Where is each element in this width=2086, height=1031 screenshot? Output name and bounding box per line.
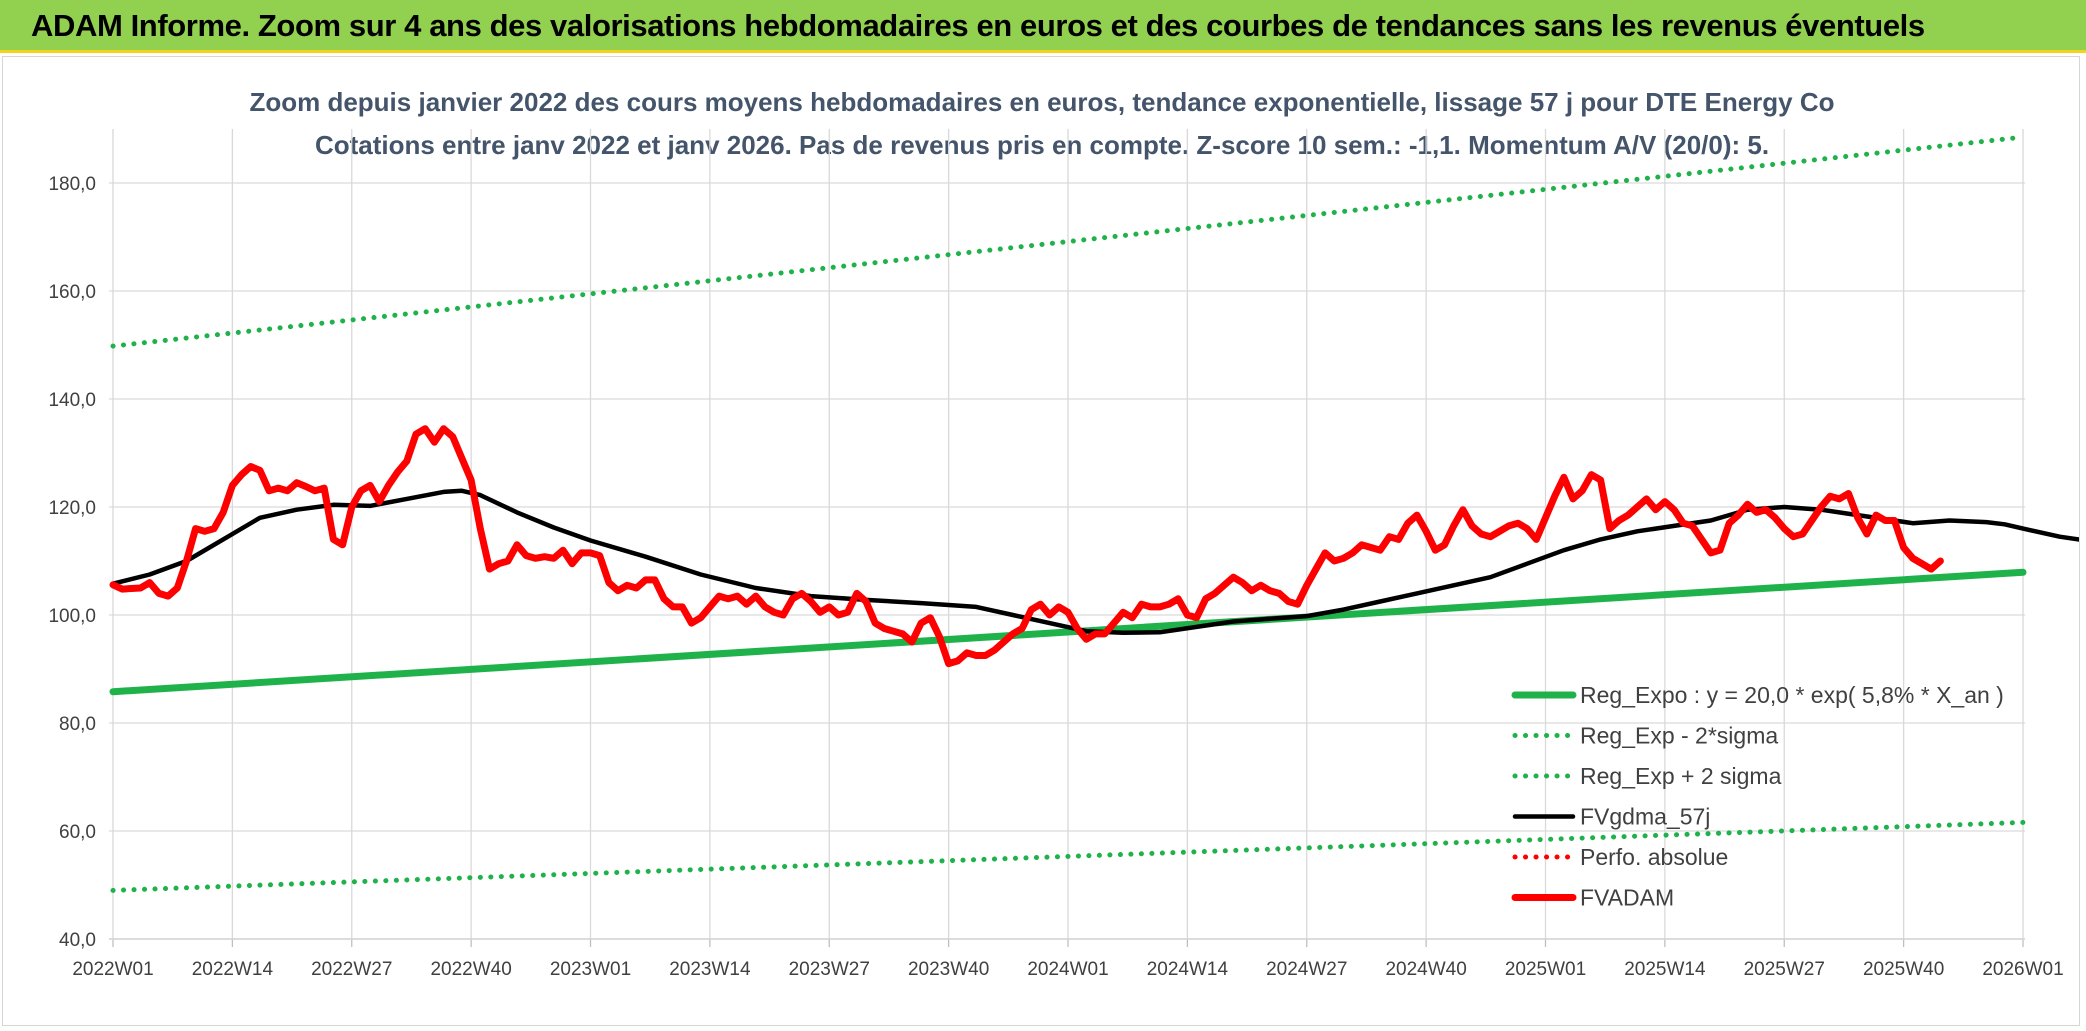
- chart: Zoom depuis janvier 2022 des cours moyen…: [48, 87, 2079, 980]
- y-tick-label: 180,0: [48, 174, 96, 195]
- y-tick-label: 100,0: [48, 606, 96, 627]
- series-line-3: [110, 488, 2079, 636]
- y-axis-ticks: 40,0 60,0 80,0 100,0 120,0 140,0 160,0 180,0: [48, 174, 96, 951]
- x-tick-label: 2024W14: [1147, 959, 1229, 980]
- page-title: ADAM Informe. Zoom sur 4 ans des valoris…: [31, 8, 1925, 43]
- x-tick-label: 2024W01: [1027, 959, 1108, 980]
- series-line-0: [109, 568, 2027, 696]
- x-tick-label: 2023W27: [789, 959, 870, 980]
- x-tick-label: 2025W40: [1863, 959, 1944, 980]
- legend-label-1: Reg_Exp - 2*sigma: [1580, 723, 1778, 749]
- series-lines: [109, 134, 2079, 893]
- y-tick-label: 60,0: [59, 822, 96, 843]
- legend-label-5: FVADAM: [1580, 885, 1674, 911]
- x-tick-label: 2023W40: [908, 959, 989, 980]
- y-tick-label: 120,0: [48, 498, 96, 519]
- legend-label-4: Perfo. absolue: [1580, 844, 1728, 870]
- x-tick-label: 2022W27: [311, 959, 392, 980]
- x-tick-label: 2025W01: [1505, 959, 1586, 980]
- header-banner: ADAM Informe. Zoom sur 4 ans des valoris…: [0, 0, 2086, 53]
- legend-label-2: Reg_Exp + 2 sigma: [1580, 763, 1782, 789]
- x-tick-label: 2022W40: [430, 959, 511, 980]
- x-tick-label: 2024W40: [1385, 959, 1466, 980]
- legend-label-3: FVgdma_57j: [1580, 804, 1710, 830]
- chart-frame: Zoom depuis janvier 2022 des cours moyen…: [2, 56, 2080, 1026]
- horizontal-gridlines: [109, 182, 2025, 940]
- vertical-gridlines: [109, 129, 2025, 947]
- y-tick-label: 40,0: [59, 930, 96, 951]
- y-tick-label: 140,0: [48, 390, 96, 411]
- x-tick-label: 2025W14: [1624, 959, 1706, 980]
- x-tick-label: 2022W14: [192, 959, 274, 980]
- x-tick-label: 2025W27: [1744, 959, 1825, 980]
- legend: Reg_Expo : y = 20,0 * exp( 5,8% * X_an )…: [1511, 682, 2004, 911]
- x-tick-label: 2024W27: [1266, 959, 1347, 980]
- series-line-1: [110, 819, 2026, 893]
- y-tick-label: 80,0: [59, 714, 96, 735]
- series-line-5: [109, 425, 1944, 668]
- x-axis-ticks: 2022W01 2022W14 2022W27 2022W40 2023W01 2023W…: [72, 959, 2063, 980]
- legend-label-0: Reg_Expo : y = 20,0 * exp( 5,8% * X_an ): [1580, 682, 2004, 708]
- x-tick-label: 2022W01: [72, 959, 153, 980]
- chart-title: Zoom depuis janvier 2022 des cours moyen…: [249, 87, 1834, 117]
- y-tick-label: 160,0: [48, 282, 96, 303]
- chart-subtitle: Cotations entre janv 2022 et janv 2026. …: [315, 130, 1769, 160]
- x-tick-label: 2026W01: [1982, 959, 2063, 980]
- x-tick-label: 2023W14: [669, 959, 751, 980]
- x-tick-label: 2023W01: [550, 959, 631, 980]
